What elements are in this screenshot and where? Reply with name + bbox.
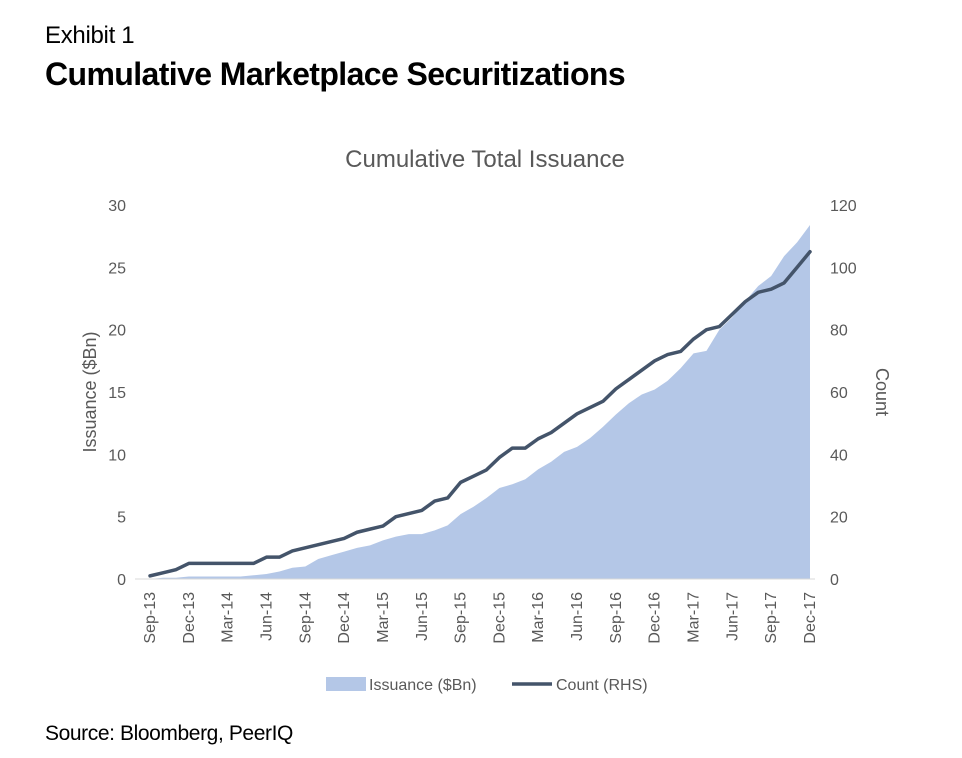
left-axis-title: Issuance ($Bn) <box>80 331 100 452</box>
right-tick-label: 20 <box>830 510 848 527</box>
left-tick-label: 20 <box>108 323 126 340</box>
x-tick-label: Sep-17 <box>763 592 780 644</box>
x-tick-label: Sep-13 <box>142 592 159 644</box>
left-tick-label: 15 <box>108 385 126 402</box>
right-axis-title: Count <box>872 368 892 416</box>
x-tick-label: Dec-13 <box>181 592 198 644</box>
left-tick-label: 0 <box>117 572 126 589</box>
count-line-layer <box>148 250 812 578</box>
legend-count-label: Count (RHS) <box>556 677 648 694</box>
left-tick-label: 5 <box>117 510 126 527</box>
right-tick-label: 0 <box>830 572 839 589</box>
chart-title: Cumulative Total Issuance <box>345 146 625 173</box>
x-tick-label: Jun-15 <box>414 592 431 641</box>
x-tick-label: Jun-17 <box>724 592 741 641</box>
issuance-area-layer <box>150 224 810 579</box>
x-tick-label: Dec-14 <box>336 592 353 644</box>
left-tick-label: 10 <box>108 447 126 464</box>
left-tick-label: 25 <box>108 260 126 277</box>
right-tick-label: 40 <box>830 447 848 464</box>
exhibit-label: Exhibit 1 <box>45 22 135 49</box>
x-tick-label: Sep-15 <box>453 592 470 644</box>
left-tick-label: 30 <box>108 198 126 215</box>
count-line <box>148 250 812 578</box>
x-tick-label: Mar-17 <box>686 592 703 643</box>
x-tick-label: Mar-16 <box>530 592 547 643</box>
x-tick-label: Sep-14 <box>297 592 314 644</box>
legend-issuance-swatch <box>326 677 366 691</box>
right-tick-label: 80 <box>830 323 848 340</box>
x-tick-label: Jun-16 <box>569 592 586 641</box>
x-tick-label: Dec-15 <box>491 592 508 644</box>
right-tick-label: 60 <box>830 385 848 402</box>
x-tick-label: Sep-16 <box>608 592 625 644</box>
legend: Issuance ($Bn) Count (RHS) <box>326 677 648 694</box>
legend-issuance-label: Issuance ($Bn) <box>369 677 477 694</box>
x-tick-label: Jun-14 <box>258 592 275 641</box>
left-axis-ticks: 0 5 10 15 20 25 30 <box>108 198 126 589</box>
source-note: Source: Bloomberg, PeerIQ <box>45 722 293 745</box>
issuance-area <box>150 224 810 579</box>
right-tick-label: 100 <box>830 260 857 277</box>
x-tick-label: Dec-17 <box>802 592 819 644</box>
page-title: Cumulative Marketplace Securitizations <box>45 56 626 92</box>
x-tick-label: Dec-16 <box>647 592 664 644</box>
right-tick-label: 120 <box>830 198 857 215</box>
x-axis-ticks: Sep-13 Dec-13 Mar-14 Jun-14 Sep-14 Dec-14 Mar-… <box>142 592 819 644</box>
x-tick-label: Mar-15 <box>375 592 392 643</box>
right-axis-ticks: 0 20 40 60 80 100 120 <box>830 198 857 589</box>
x-tick-label: Mar-14 <box>220 592 237 643</box>
